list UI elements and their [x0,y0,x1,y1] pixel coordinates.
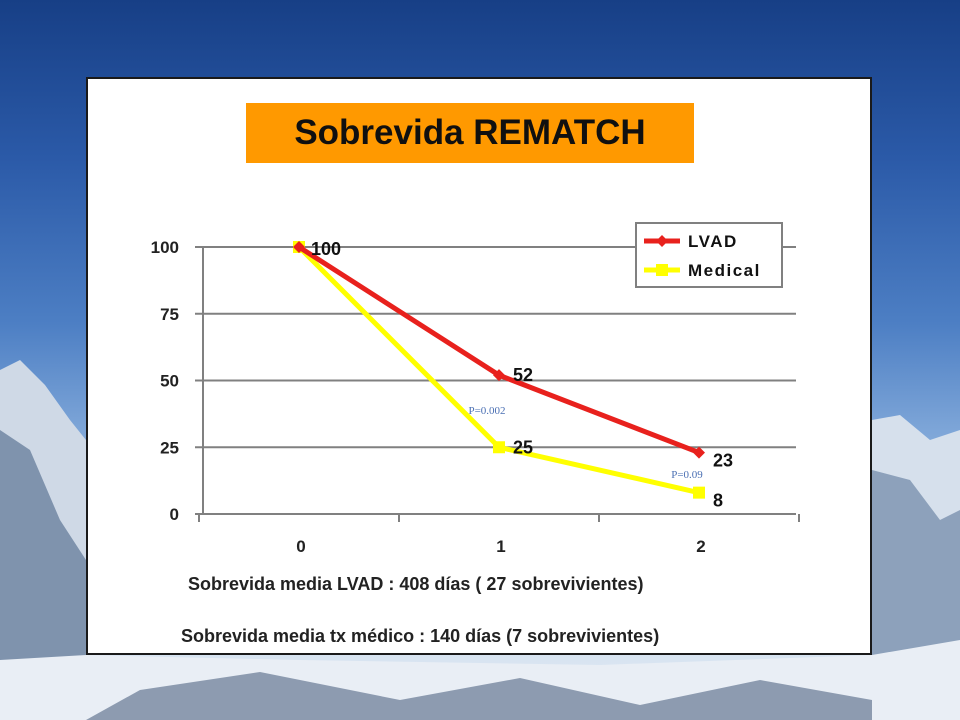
point-lvad-0 [293,241,305,253]
data-label-lvad-0: 100 [311,239,341,259]
y-tick-label-100: 100 [151,238,179,257]
caption-lvad: Sobrevida media LVAD : 408 días ( 27 sob… [188,574,644,594]
p-value-annotation-1: P=0.09 [671,469,703,481]
data-label-medical-1: 25 [513,437,533,457]
data-label-lvad-1: 52 [513,365,533,385]
x-tick-label-1: 1 [496,537,505,556]
caption-medical: Sobrevida media tx médico : 140 días (7 … [181,626,660,646]
axis-layer: 0 25 50 75 100 0 1 2 [151,238,800,556]
y-tick-label-75: 75 [160,305,179,324]
legend-label-lvad: LVAD [688,232,738,251]
y-tick-label-25: 25 [160,438,179,457]
data-label-medical-2: 8 [713,491,723,511]
legend-label-medical: Medical [688,261,761,280]
data-label-lvad-2: 23 [713,451,733,471]
p-value-annotation-0: P=0.002 [468,405,505,417]
legend-marker-lvad [656,235,668,247]
bottom-rock [86,672,872,720]
legend-box [635,222,783,288]
label-layer: 100 52 23 25 8 P=0.002 P=0.09 [311,239,733,511]
point-medical-2 [693,486,705,499]
x-tick-label-0: 0 [296,537,305,556]
chart-panel [86,77,872,655]
y-tick-label-50: 50 [160,372,179,391]
y-tick-label-0: 0 [170,505,179,524]
point-lvad-2 [693,446,705,459]
point-medical-1 [493,441,505,454]
legend: LVAD Medical [635,222,783,288]
point-lvad-1 [493,369,505,382]
survival-chart: 0 25 50 75 100 0 1 2 100 52 23 25 8 P=0.002 P=0.09 LV… [151,222,800,556]
left-mountain-shadow [0,430,86,720]
title-box: Sobrevida REMATCH [246,103,694,163]
legend-marker-medical [656,264,668,276]
series-layer [293,241,705,499]
slide-title: Sobrevida REMATCH [294,113,646,152]
x-tick-label-2: 2 [696,537,705,556]
